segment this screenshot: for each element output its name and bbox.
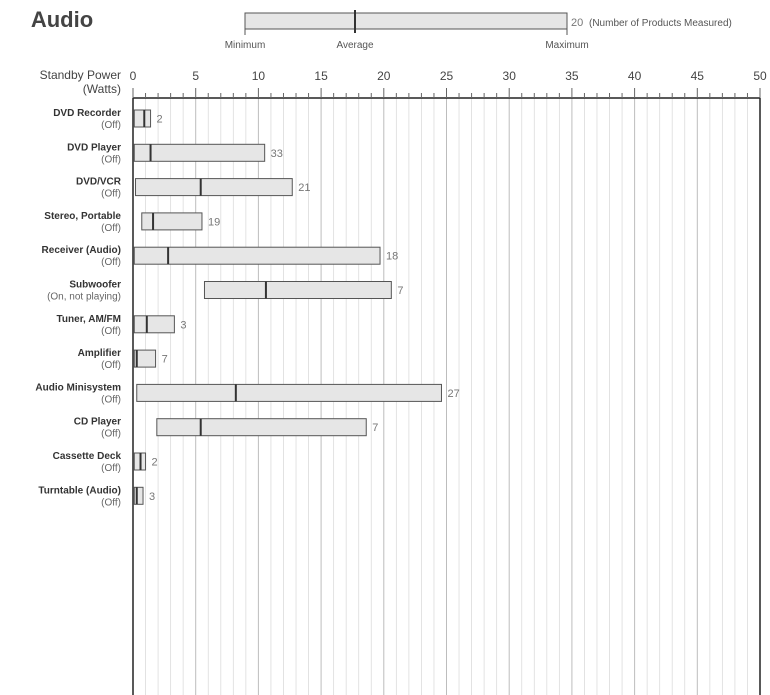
x-tick-label: 30 (503, 69, 517, 83)
chart-title: Audio (31, 7, 93, 32)
category-label: Stereo, Portable (44, 211, 121, 222)
range-bar (133, 109, 152, 128)
category-mode-label: (Off) (101, 497, 121, 508)
category-mode-label: (Off) (101, 257, 121, 268)
category-labels: DVD Recorder(Off)DVD Player(Off)DVD/VCR(… (35, 108, 121, 508)
category-mode-label: (Off) (101, 326, 121, 337)
category-label: DVD/VCR (76, 177, 122, 188)
count-label: 3 (149, 491, 155, 503)
x-tick-label: 35 (565, 69, 579, 83)
range-bar (133, 486, 144, 505)
category-mode-label: (On, not playing) (47, 292, 121, 303)
category-mode-label: (Off) (101, 189, 121, 200)
legend-count-example: 20 (571, 17, 583, 29)
count-label: 2 (157, 114, 163, 126)
category-label: Tuner, AM/FM (57, 314, 121, 325)
count-label: 3 (180, 319, 186, 331)
x-tick-label: 20 (377, 69, 391, 83)
category-label: Audio Minisystem (35, 382, 121, 393)
count-label: 21 (298, 182, 310, 194)
legend-average-label: Average (336, 40, 374, 51)
range-bar (136, 383, 442, 402)
legend-maximum-label: Maximum (545, 40, 588, 51)
x-axis-title: Standby Power(Watts) (40, 68, 121, 96)
x-tick-label: 50 (753, 69, 767, 83)
x-tick-label: 45 (691, 69, 705, 83)
count-label: 27 (447, 388, 459, 400)
range-bar (133, 246, 381, 265)
category-mode-label: (Off) (101, 429, 121, 440)
x-tick-label: 10 (252, 69, 266, 83)
category-label: CD Player (74, 417, 121, 428)
count-label: 7 (162, 354, 168, 366)
category-mode-label: (Off) (101, 360, 121, 371)
category-label: Amplifier (78, 348, 121, 359)
category-label: Subwoofer (69, 280, 121, 291)
category-label: Cassette Deck (53, 451, 122, 462)
range-bar (141, 212, 203, 231)
x-axis-title-line: (Watts) (83, 82, 121, 96)
category-mode-label: (Off) (101, 120, 121, 131)
x-axis-title-line: Standby Power (40, 68, 121, 82)
x-axis-ticks: 0 5 10 15 20 25 30 35 40 45 50 (130, 69, 767, 98)
category-label: DVD Player (67, 142, 121, 153)
range-bar (156, 418, 367, 437)
range-bar (133, 315, 175, 334)
count-label: 18 (386, 251, 398, 263)
range-bar (133, 143, 266, 162)
category-label: Receiver (Audio) (42, 245, 121, 256)
bars: 2 33 21 19 18 7 3 7 27 7 2 3 (133, 109, 460, 505)
x-tick-label: 5 (192, 69, 199, 83)
category-mode-label: (Off) (101, 463, 121, 474)
range-bar (203, 281, 392, 299)
count-label: 7 (397, 285, 403, 297)
range-bar (135, 178, 293, 197)
x-tick-label: 0 (130, 69, 137, 83)
legend-count-label: (Number of Products Measured) (589, 18, 732, 29)
legend-sample-bar (244, 12, 568, 30)
count-label: 19 (208, 216, 220, 228)
legend-minimum-label: Minimum (225, 40, 266, 51)
category-label: Turntable (Audio) (38, 485, 121, 496)
x-tick-label: 25 (440, 69, 454, 83)
category-mode-label: (Off) (101, 223, 121, 234)
x-tick-label: 15 (314, 69, 328, 83)
category-label: DVD Recorder (53, 108, 121, 119)
legend: Audio Minimum Average Maximum 20 (Number… (31, 7, 732, 51)
category-mode-label: (Off) (101, 154, 121, 165)
x-tick-label: 40 (628, 69, 642, 83)
count-label: 2 (152, 457, 158, 469)
category-mode-label: (Off) (101, 394, 121, 405)
range-bar (133, 349, 157, 368)
count-label: 7 (372, 422, 378, 434)
count-label: 33 (271, 148, 283, 160)
